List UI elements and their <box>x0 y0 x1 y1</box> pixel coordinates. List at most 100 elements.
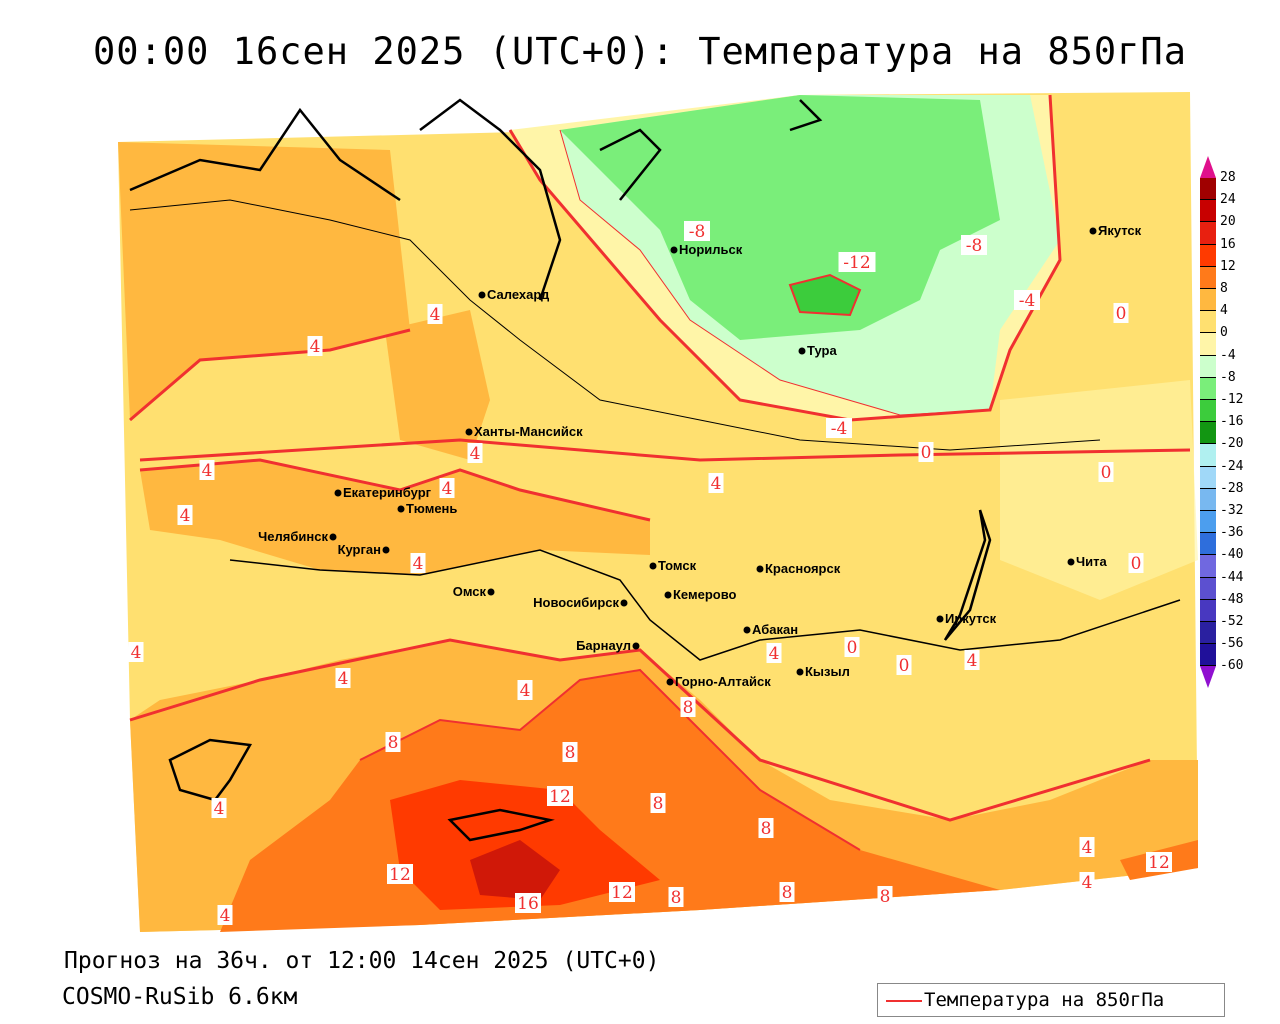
colorbar-tick-label: 12 <box>1220 258 1236 274</box>
contour-label: 12 <box>387 864 413 885</box>
city-label: Иркутск <box>945 611 997 626</box>
colorbar-tick-label: -40 <box>1220 547 1244 563</box>
svg-text:12: 12 <box>1148 853 1170 873</box>
svg-text:4: 4 <box>430 305 441 325</box>
contour-label: 4 <box>410 553 426 574</box>
contour-label: 4 <box>1079 872 1095 893</box>
colorbar-tick-label: -12 <box>1220 392 1244 407</box>
legend-line-swatch <box>886 1000 922 1002</box>
colorbar-swatch <box>1200 555 1216 578</box>
contour-label: -8 <box>684 221 710 242</box>
colorbar-tick-label: -8 <box>1220 369 1236 385</box>
svg-text:16: 16 <box>517 894 539 914</box>
legend-label: Температура на 850гПа <box>924 989 1165 1011</box>
colorbar-tick-label: -36 <box>1220 525 1244 541</box>
svg-text:-4: -4 <box>1019 291 1036 311</box>
city-label: Чита <box>1076 554 1107 569</box>
colorbar-swatch <box>1200 444 1216 467</box>
city-label: Абакан <box>752 622 798 637</box>
isotherm-lines <box>129 94 1191 851</box>
colorbar-tick-label: 20 <box>1220 214 1236 230</box>
colorbar-swatch <box>1200 599 1216 622</box>
city-dot <box>798 347 806 355</box>
svg-text:8: 8 <box>782 883 793 903</box>
contour-label: 0 <box>1128 553 1144 574</box>
colorbar-swatch <box>1200 422 1216 445</box>
contour-label: 4 <box>427 304 443 325</box>
city-label: Курган <box>338 542 381 557</box>
colorbar-swatch <box>1200 644 1216 667</box>
colorbar-swatch <box>1200 622 1216 645</box>
colorbar-over-arrow <box>1200 156 1216 178</box>
contour-label: 4 <box>199 460 215 481</box>
contour-label: 4 <box>128 642 144 663</box>
city-label: Кызыл <box>805 664 850 679</box>
colorbar-swatch <box>1200 178 1216 201</box>
svg-text:4: 4 <box>413 554 424 574</box>
contour-label: 0 <box>844 637 860 658</box>
city-label: Якутск <box>1098 223 1142 238</box>
contour-label: 4 <box>964 650 980 671</box>
city-label: Екатеринбург <box>343 485 432 500</box>
map-title: 00:00 16сен 2025 (UTC+0): Температура на… <box>93 30 1187 73</box>
svg-text:12: 12 <box>549 787 571 807</box>
city-markers: Норильск Якутск Салехард Тура Ханты-Мансийск… <box>258 223 1141 689</box>
city-dot <box>666 678 674 686</box>
colorbar-swatch <box>1200 311 1216 334</box>
city-dot <box>334 489 342 497</box>
contour-label: 4 <box>217 905 233 926</box>
svg-text:0: 0 <box>921 443 932 463</box>
svg-text:4: 4 <box>442 479 453 499</box>
svg-text:4: 4 <box>967 651 978 671</box>
contour-label: 4 <box>467 443 483 464</box>
contour-label: 8 <box>562 742 578 763</box>
colorbar-tick-label: -20 <box>1220 436 1244 452</box>
svg-text:8: 8 <box>671 888 682 908</box>
svg-text:0: 0 <box>899 656 910 676</box>
city-label: Ханты-Мансийск <box>474 424 583 439</box>
svg-text:4: 4 <box>520 681 531 701</box>
colorbar-tick-label: 0 <box>1220 325 1228 341</box>
contour-label: 4 <box>708 473 724 494</box>
contour-label: 0 <box>1098 462 1114 483</box>
svg-text:-4: -4 <box>831 419 848 439</box>
colorbar-tick-label: 4 <box>1220 303 1228 319</box>
colorbar-tick-label: -32 <box>1220 503 1244 518</box>
city-label: Кемерово <box>673 587 737 602</box>
city-label: Красноярск <box>765 561 841 576</box>
contour-label: 8 <box>758 818 774 839</box>
svg-text:0: 0 <box>1131 554 1142 574</box>
contour-label: 4 <box>1079 837 1095 858</box>
contour-label: -4 <box>826 418 852 439</box>
colorbar-swatch <box>1200 377 1216 400</box>
svg-text:8: 8 <box>565 743 576 763</box>
city-label: Норильск <box>679 242 743 257</box>
model-name: COSMO-RuSib 6.6км <box>62 984 298 1010</box>
colorbar-tick-label: -56 <box>1220 636 1244 652</box>
colorbar-tick-label: -52 <box>1220 614 1244 629</box>
svg-text:4: 4 <box>1082 838 1093 858</box>
contour-label: 4 <box>335 668 351 689</box>
city-label: Горно-Алтайск <box>675 674 771 689</box>
svg-text:4: 4 <box>131 643 142 663</box>
colorbar-swatch <box>1200 511 1216 534</box>
contour-label: 8 <box>385 732 401 753</box>
contour-label: -8 <box>961 235 987 256</box>
temperature-map: Норильск Якутск Салехард Тура Ханты-Мансийск… <box>62 91 1218 934</box>
colorbar-swatch <box>1200 333 1216 356</box>
svg-text:8: 8 <box>683 698 694 718</box>
contour-label: 12 <box>609 882 635 903</box>
svg-text:4: 4 <box>1082 873 1093 893</box>
colorbar-swatch <box>1200 466 1216 489</box>
city-dot <box>664 591 672 599</box>
svg-text:0: 0 <box>1101 463 1112 483</box>
temperature-fill <box>118 92 1198 932</box>
colorbar-swatch <box>1200 200 1216 223</box>
city-dot <box>649 562 657 570</box>
contour-label: 8 <box>779 882 795 903</box>
contour-label: -12 <box>838 252 876 273</box>
city-dot <box>670 246 678 254</box>
svg-text:8: 8 <box>653 794 664 814</box>
colorbar-swatch <box>1200 400 1216 423</box>
